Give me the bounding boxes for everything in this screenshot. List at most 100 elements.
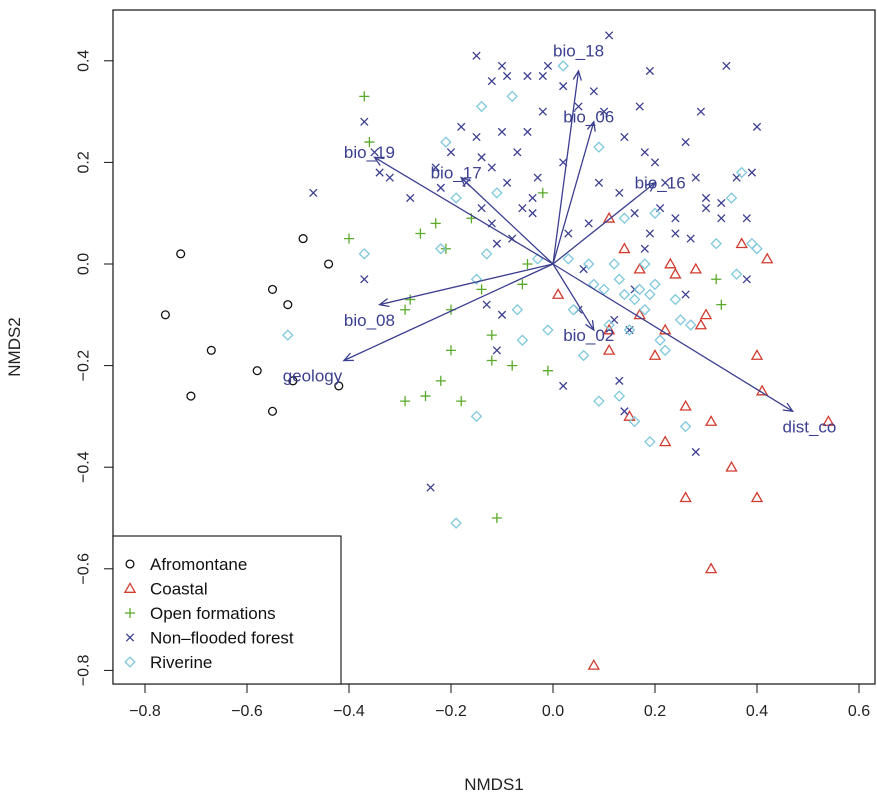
point-cross bbox=[523, 127, 532, 137]
vector-arrowhead bbox=[460, 176, 471, 188]
point-cross bbox=[620, 407, 629, 416]
point-diamond bbox=[282, 329, 294, 341]
point-cross bbox=[472, 132, 481, 142]
y-axis-title: NMDS2 bbox=[5, 317, 24, 377]
point-cross bbox=[604, 31, 614, 40]
point-diamond bbox=[710, 237, 722, 250]
y-tick-label: 0.4 bbox=[76, 50, 93, 72]
point-diamond bbox=[674, 314, 687, 326]
vector-geology bbox=[343, 263, 554, 362]
point-plus bbox=[405, 294, 416, 305]
point-triangle bbox=[735, 237, 748, 249]
x-tick-label: −0.8 bbox=[129, 703, 161, 720]
point-diamond bbox=[567, 303, 580, 316]
vector-bio_19 bbox=[374, 156, 554, 265]
point-plus bbox=[415, 228, 426, 239]
point-diamond bbox=[618, 288, 631, 301]
x-axis: −0.8 −0.6 −0.4 −0.2 0.0 0.2 0.4 0.6 bbox=[129, 684, 870, 720]
point-plus bbox=[445, 345, 457, 356]
vector-label: dist_co bbox=[783, 418, 837, 437]
vector-arrowhead bbox=[373, 156, 385, 166]
point-cross bbox=[752, 122, 762, 131]
vector-bio_08 bbox=[379, 263, 554, 306]
point-plus bbox=[435, 375, 446, 386]
point-diamond bbox=[608, 258, 620, 270]
point-triangle bbox=[750, 349, 764, 360]
point-diamond bbox=[593, 395, 605, 407]
point-cross bbox=[360, 117, 369, 126]
point-diamond bbox=[618, 212, 631, 225]
point-triangle bbox=[587, 658, 600, 670]
point-cross bbox=[584, 219, 593, 228]
point-diamond bbox=[511, 303, 524, 316]
point-cross bbox=[528, 193, 537, 203]
y-tick-label: −0.4 bbox=[76, 451, 93, 483]
x-tick-label: 0.4 bbox=[746, 703, 768, 720]
point-diamond bbox=[598, 283, 610, 296]
point-cross bbox=[574, 102, 583, 111]
point-triangle bbox=[602, 323, 616, 335]
vector-label: bio_17 bbox=[431, 164, 482, 183]
point-circle bbox=[283, 300, 293, 310]
point-cross bbox=[523, 71, 532, 81]
x-tick-label: −0.6 bbox=[231, 703, 263, 720]
point-cross bbox=[502, 178, 512, 187]
vector-label: bio_18 bbox=[553, 42, 604, 61]
point-cross bbox=[742, 275, 751, 284]
point-plus bbox=[537, 187, 548, 198]
point-diamond bbox=[735, 166, 748, 179]
plot-frame bbox=[112, 9, 876, 685]
point-cross bbox=[477, 203, 486, 213]
vector-label: bio_19 bbox=[344, 143, 395, 162]
env-vectors: bio_18 bio_06 bio_19 bio_17 bio_16 bio_08 bio_… bbox=[283, 42, 837, 437]
point-cross bbox=[431, 163, 440, 172]
point-diamond bbox=[562, 253, 575, 265]
y-tick-label: −0.6 bbox=[76, 553, 93, 585]
point-plus bbox=[400, 304, 411, 315]
legend-marker bbox=[124, 607, 136, 619]
point-cross bbox=[538, 107, 547, 116]
x-tick-label: −0.4 bbox=[333, 703, 365, 720]
vector-bio_02 bbox=[552, 263, 595, 331]
point-diamond bbox=[628, 415, 641, 428]
vector-bio_18 bbox=[552, 70, 580, 265]
point-diamond bbox=[649, 207, 661, 219]
point-triangle bbox=[633, 308, 646, 320]
point-circle bbox=[206, 345, 216, 355]
point-circle bbox=[334, 381, 344, 391]
point-diamond bbox=[649, 278, 661, 291]
point-cross bbox=[640, 148, 649, 157]
point-diamond bbox=[470, 273, 483, 285]
point-triangle bbox=[725, 460, 738, 472]
point-cross bbox=[538, 71, 547, 81]
point-triangle bbox=[664, 257, 677, 269]
point-plus bbox=[522, 258, 533, 270]
point-triangle bbox=[694, 318, 708, 330]
point-circle bbox=[298, 234, 308, 244]
point-cross bbox=[691, 447, 700, 457]
point-cross bbox=[497, 127, 507, 137]
point-diamond bbox=[644, 436, 656, 448]
point-plus bbox=[716, 299, 727, 310]
point-cross bbox=[650, 158, 660, 167]
vector-bio_16 bbox=[552, 182, 656, 265]
vector-dist_co bbox=[552, 263, 794, 412]
point-triangle bbox=[689, 262, 702, 274]
legend-label: Non–flooded forest bbox=[150, 628, 294, 647]
point-circle bbox=[267, 406, 278, 416]
point-cross bbox=[533, 173, 542, 182]
point-plus bbox=[359, 91, 370, 102]
point-cross bbox=[691, 173, 700, 182]
point-diamond bbox=[480, 248, 493, 260]
point-cross bbox=[559, 381, 568, 391]
point-diamond bbox=[440, 136, 452, 148]
point-cross bbox=[502, 71, 512, 81]
point-cross bbox=[671, 214, 680, 223]
point-cross bbox=[360, 275, 369, 284]
vector-arrowhead bbox=[585, 320, 595, 332]
vector-arrowhead bbox=[586, 120, 596, 132]
point-cross bbox=[513, 148, 522, 157]
point-triangle bbox=[623, 410, 636, 421]
x-tick-label: 0.6 bbox=[848, 703, 870, 720]
point-cross bbox=[686, 234, 695, 243]
